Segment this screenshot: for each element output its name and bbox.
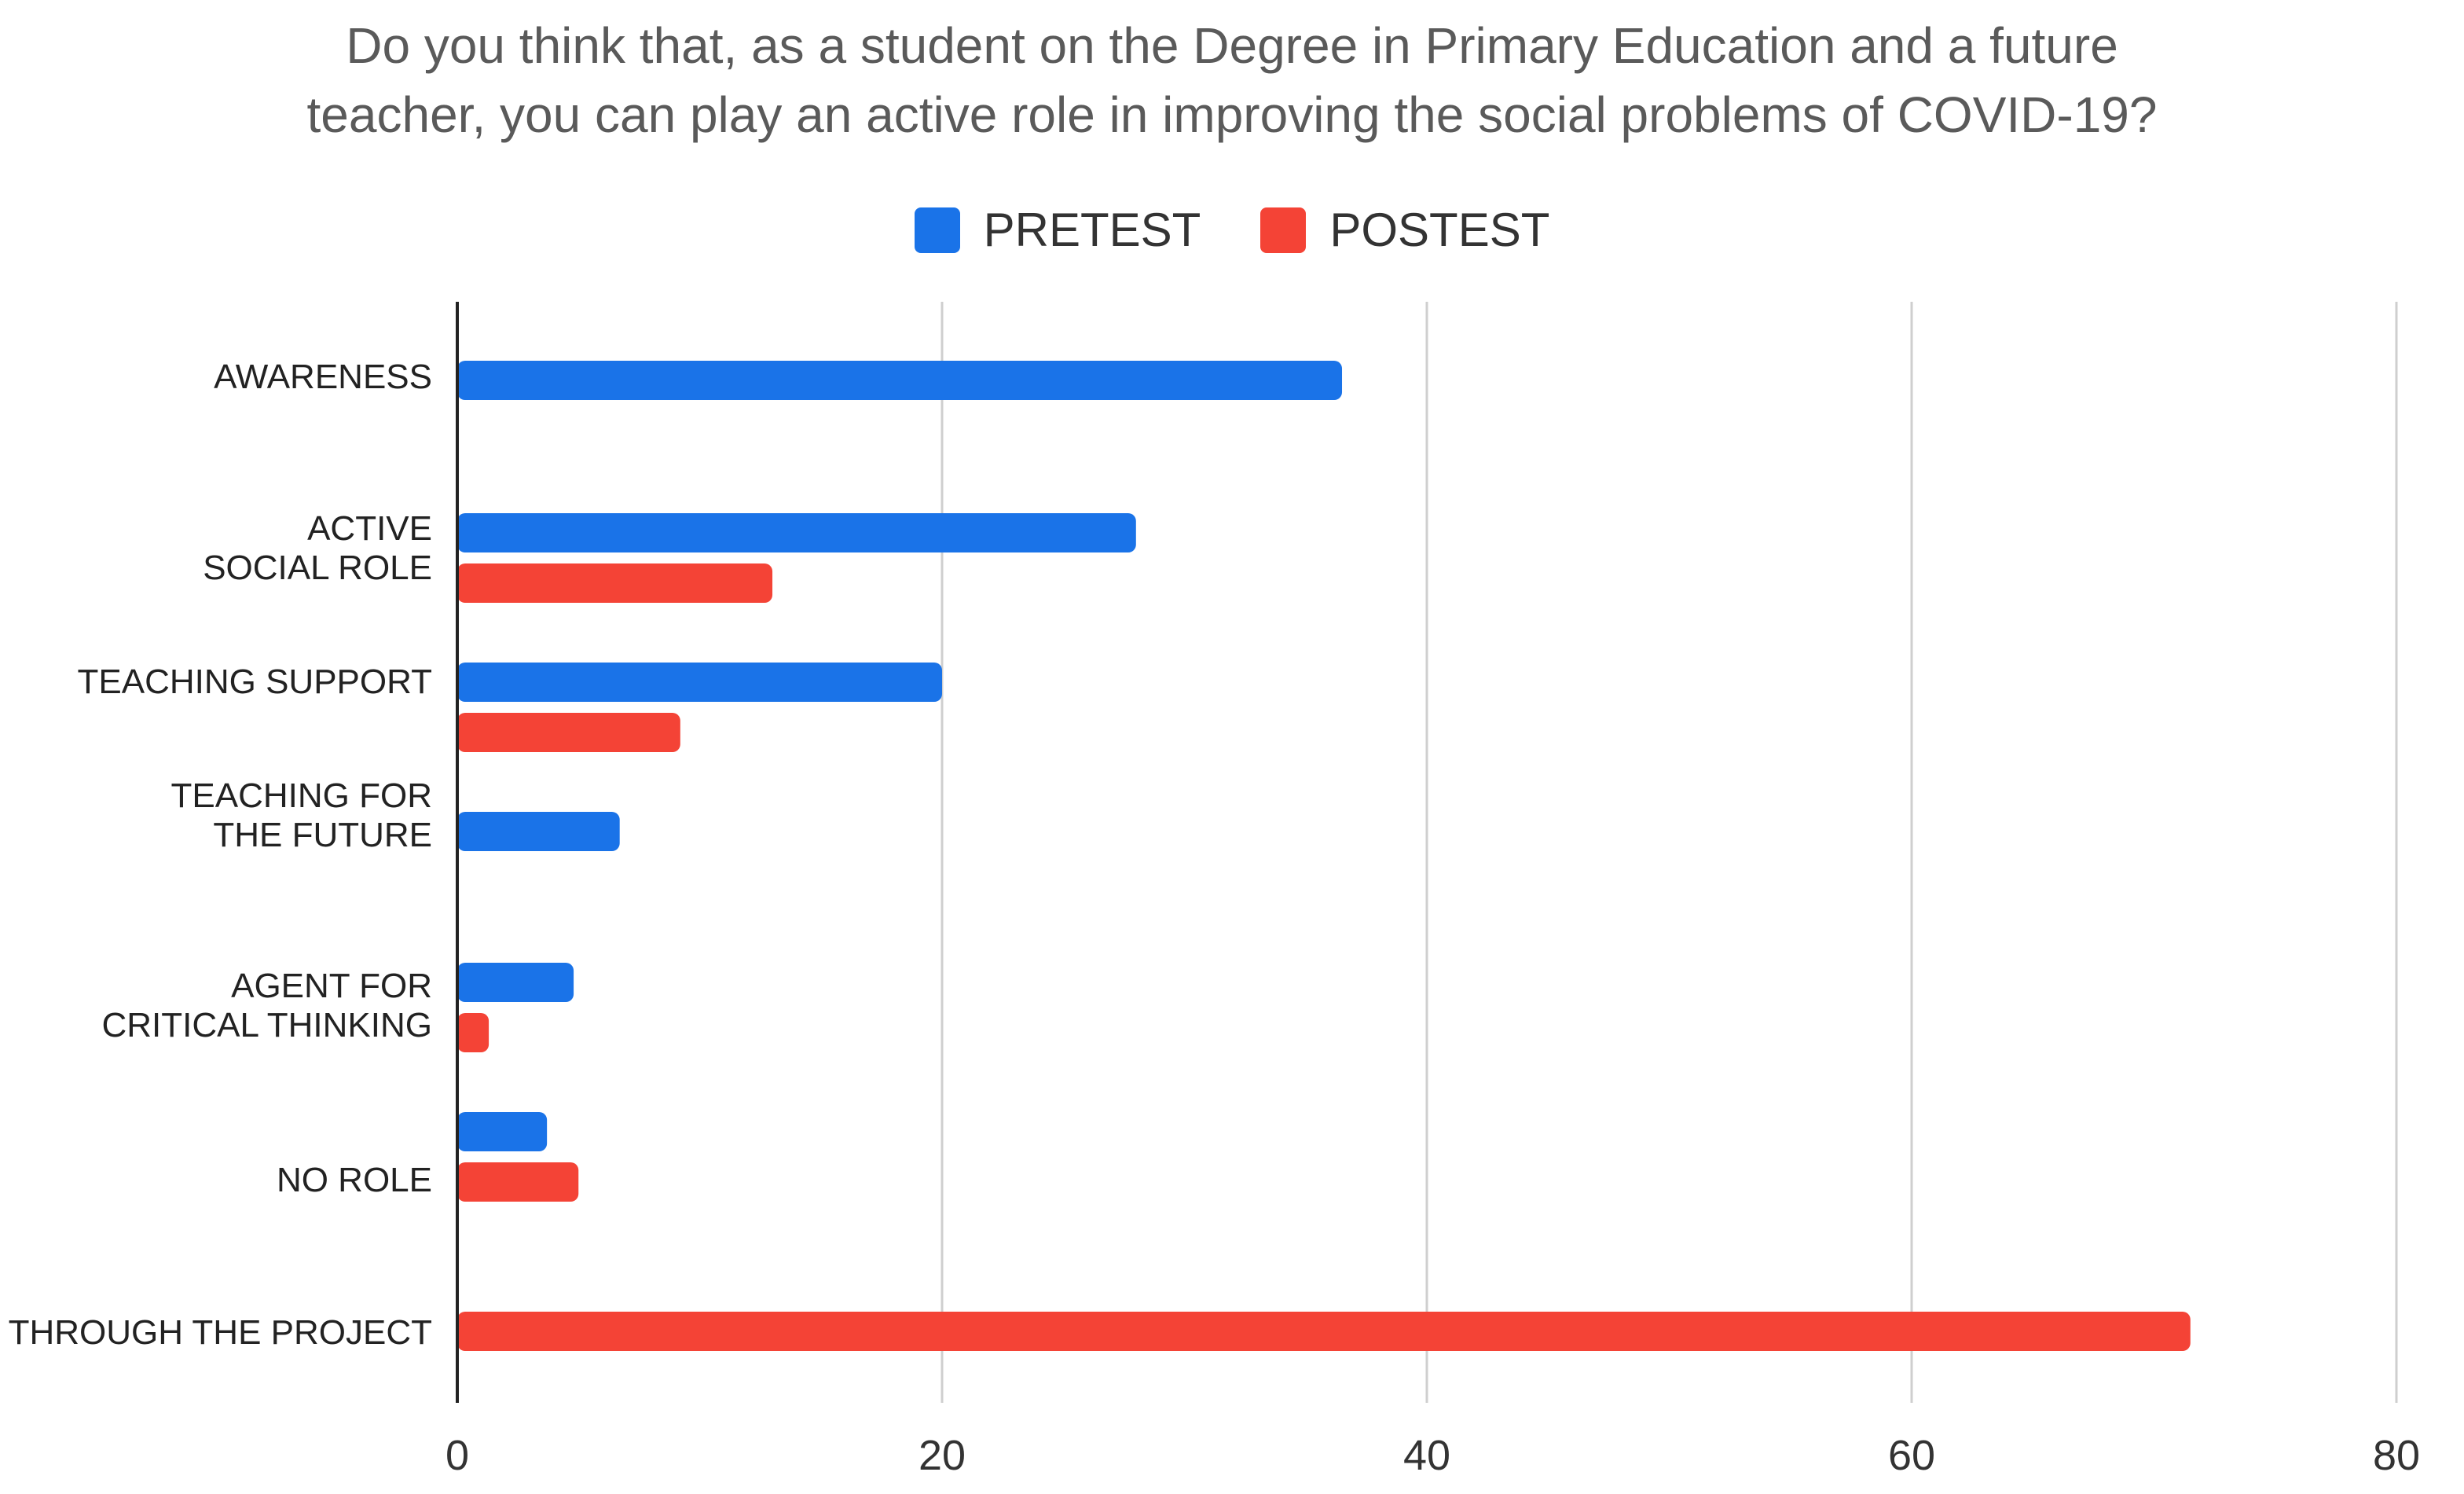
category-label-6: THROUGH THE PROJECT (9, 1313, 432, 1352)
category-label-0: AWARENESS (214, 358, 432, 396)
category-label-1: ACTIVE SOCIAL ROLE (203, 509, 432, 587)
bar-pretest-1[interactable] (457, 513, 1136, 552)
bar-pretest-0[interactable] (457, 361, 1343, 400)
x-tick-label-20: 20 (918, 1432, 966, 1479)
chart-title: Do you think that, as a student on the D… (306, 17, 2158, 143)
bar-pretest-4[interactable] (457, 963, 574, 1002)
category-label-2: TEACHING SUPPORT (78, 663, 432, 701)
legend-swatch-postest (1260, 207, 1307, 253)
category-label-4: AGENT FOR CRITICAL THINKING (102, 967, 433, 1044)
category-labels: AWARENESS ACTIVE SOCIAL ROLE TEACHING SUPPO… (9, 358, 432, 1352)
x-tick-label-40: 40 (1403, 1432, 1450, 1479)
legend: PRETEST POSTEST (0, 203, 2464, 257)
gridlines (940, 302, 2398, 1403)
category-label-5: NO ROLE (277, 1161, 432, 1199)
legend-swatch-pretest (914, 207, 960, 253)
bar-pretest-3[interactable] (457, 812, 620, 851)
legend-item-postest[interactable]: POSTEST (1260, 203, 1549, 257)
bar-pretest-2[interactable] (457, 663, 942, 702)
x-tick-labels: 0 20 40 60 80 (446, 1432, 2420, 1479)
x-tick-label-60: 60 (1888, 1432, 1935, 1479)
x-tick-label-80: 80 (2373, 1432, 2420, 1479)
bar-postest-1[interactable] (457, 563, 773, 603)
x-tick-label-0: 0 (446, 1432, 469, 1479)
bar-postest-6[interactable] (457, 1312, 2191, 1351)
legend-label-pretest: PRETEST (983, 204, 1201, 256)
legend-item-pretest[interactable]: PRETEST (914, 203, 1201, 257)
bars (457, 361, 2191, 1351)
bar-postest-5[interactable] (457, 1162, 579, 1202)
category-label-3: TEACHING FOR THE FUTURE (171, 776, 432, 854)
bar-postest-2[interactable] (457, 713, 680, 752)
legend-label-postest: POSTEST (1329, 204, 1550, 256)
bar-postest-4[interactable] (457, 1013, 490, 1052)
bar-pretest-5[interactable] (457, 1112, 548, 1151)
